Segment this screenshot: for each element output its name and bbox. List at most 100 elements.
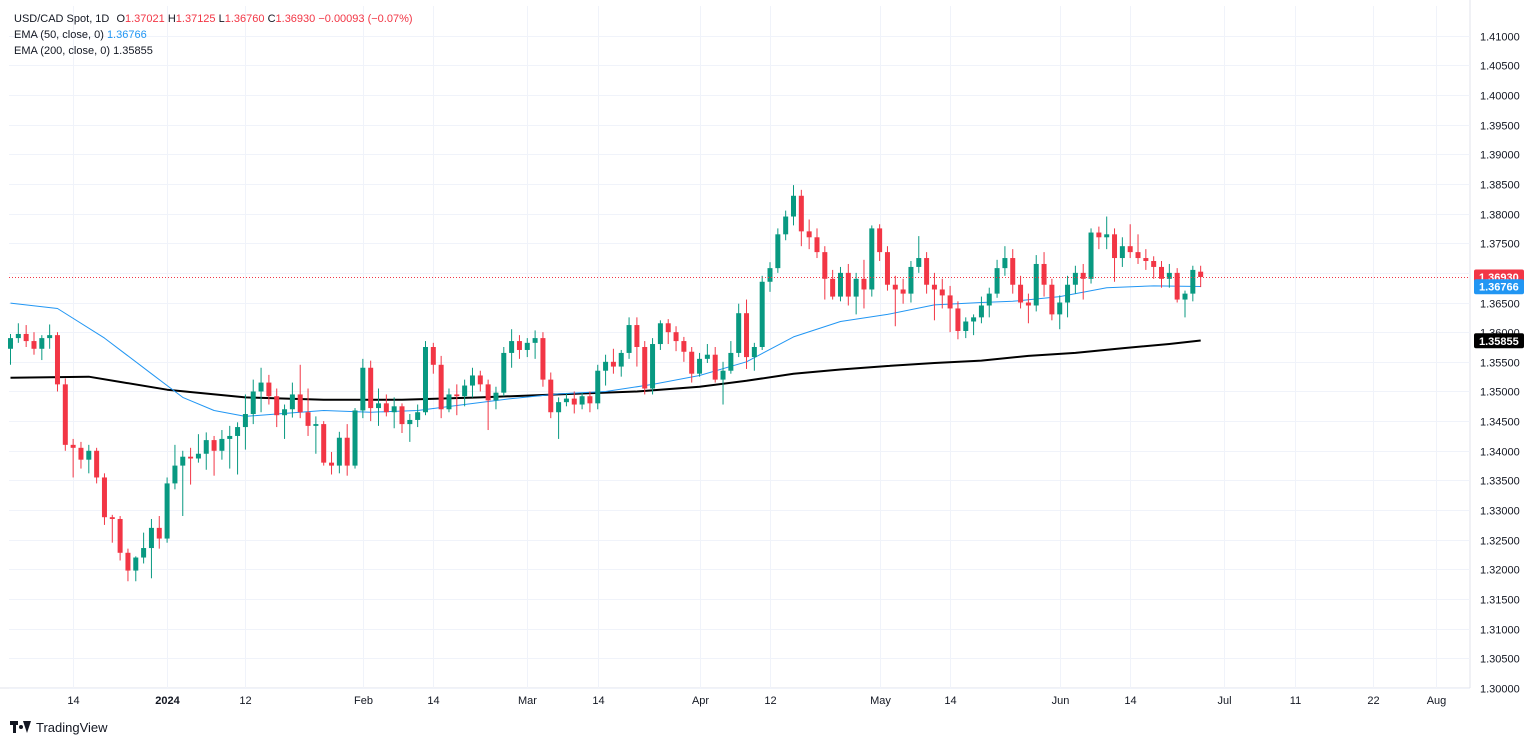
candle-body (1072, 272, 1078, 285)
candle-body (101, 477, 107, 518)
candle (376, 388, 382, 426)
candle-body (109, 517, 115, 519)
candle-body (1088, 232, 1094, 279)
candle (516, 335, 522, 359)
candle-body (587, 396, 593, 404)
candle-body (673, 332, 679, 342)
candle-body (939, 289, 945, 296)
candle-body (1057, 302, 1063, 315)
candle (1057, 295, 1063, 330)
candle-body (501, 352, 507, 393)
candle-body (78, 447, 84, 460)
candle (399, 403, 405, 433)
candle (203, 432, 209, 470)
candle (15, 323, 21, 343)
legend-ema50-row: EMA (50, close, 0) 1.36766 (14, 27, 413, 43)
candle-body (1174, 272, 1180, 300)
candle-body (728, 352, 734, 371)
candle (78, 441, 84, 469)
candle (180, 450, 186, 517)
candle (657, 320, 663, 350)
candle-body (235, 427, 241, 436)
candle (595, 364, 601, 410)
x-tick-label: Aug (1427, 695, 1447, 707)
legend-ema200-value: 1.35855 (113, 45, 153, 57)
y-tick-label: 1.34500 (1480, 417, 1520, 429)
candle-body (900, 289, 906, 294)
candle-body (798, 195, 804, 232)
candle-body (462, 385, 468, 397)
legend-change: −0.00093 (−0.07%) (318, 13, 413, 25)
candle-body (344, 437, 350, 466)
candle-body (399, 406, 405, 425)
candle-body (313, 424, 319, 426)
candle (477, 370, 483, 392)
candle (227, 425, 233, 469)
x-tick-label: 2024 (155, 695, 180, 707)
candle-body (618, 352, 624, 367)
candle (235, 422, 241, 475)
candle-body (1159, 266, 1165, 279)
candle-body (446, 394, 452, 410)
price-label-bg (1474, 279, 1524, 295)
candle (744, 299, 750, 369)
x-tick-label: 14 (67, 695, 79, 707)
candle (1080, 263, 1086, 300)
candlestick-series[interactable] (8, 185, 1204, 582)
candle-body (626, 325, 632, 353)
candle (1018, 275, 1024, 309)
tradingview-logo-icon (10, 721, 32, 734)
candle (8, 333, 13, 365)
y-tick-label: 1.30000 (1480, 684, 1520, 696)
ema50-series (10, 285, 1201, 417)
candle-body (579, 396, 585, 405)
price-axis[interactable]: 1.41000 1.40500 1.40000 1.39500 1.39000 1.385… (1474, 32, 1524, 696)
candle (877, 224, 883, 262)
candle (242, 394, 248, 450)
legend-ema200-row: EMA (200, close, 0) 1.35855 (14, 43, 413, 59)
candle (70, 438, 76, 478)
candle-body (556, 402, 562, 413)
candle (673, 326, 679, 352)
time-axis[interactable]: 14 2024 12 Feb 14 Mar 14 Apr 12 May 14 Jun 14 Jul 11 22… (67, 695, 1446, 707)
candle (469, 367, 475, 398)
y-tick-label: 1.35000 (1480, 387, 1520, 399)
legend-symbol: USD/CAD Spot, 1D (14, 13, 110, 25)
candle-body (603, 361, 609, 371)
candle (109, 514, 115, 543)
candle (524, 338, 530, 358)
candle-body (1119, 246, 1125, 259)
candle-body (422, 347, 428, 413)
legend-ema200-label: EMA (200, close, 0) (14, 45, 110, 57)
candle-body (1190, 269, 1196, 294)
candle-body (282, 409, 288, 416)
candle-body (1198, 271, 1204, 278)
candle-body (156, 527, 162, 539)
candle (86, 444, 92, 474)
candle-body (250, 391, 256, 415)
candle-body (916, 258, 922, 267)
candle-body (141, 548, 147, 558)
candle (344, 424, 350, 476)
candle-body (657, 323, 663, 345)
candle-body (391, 406, 397, 413)
x-tick-label: 14 (944, 695, 956, 707)
candle (509, 329, 515, 368)
x-tick-label: 14 (592, 695, 604, 707)
candle-body (1018, 284, 1024, 303)
candle-body (924, 258, 930, 285)
candle-body (540, 338, 546, 380)
candle-body (650, 344, 656, 389)
y-tick-label: 1.32500 (1480, 536, 1520, 548)
tradingview-logo[interactable]: TradingView (10, 720, 108, 735)
candle-body (430, 347, 436, 365)
candle-body (407, 419, 413, 425)
y-tick-label: 1.35500 (1480, 358, 1520, 370)
candle (900, 278, 906, 304)
candle-body (438, 364, 444, 410)
candle (1135, 234, 1141, 264)
candle (1143, 249, 1149, 270)
candle-body (830, 278, 836, 297)
candle-body (23, 333, 29, 342)
